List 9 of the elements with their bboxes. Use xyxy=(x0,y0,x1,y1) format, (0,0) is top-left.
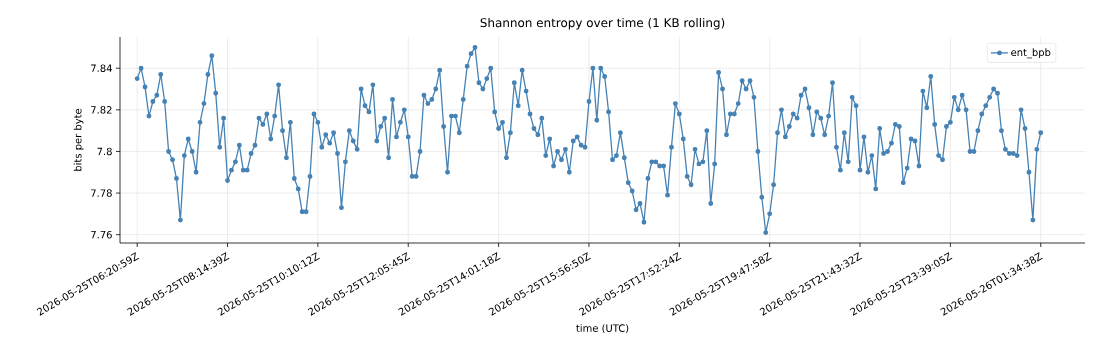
x-axis-title: time (UTC) xyxy=(576,324,629,334)
legend-label: ent_bpb xyxy=(1011,48,1051,59)
y-tick-label: 7.78 xyxy=(91,189,112,197)
y-tick-label: 7.76 xyxy=(91,230,112,239)
y-tick-label: 7.84 xyxy=(91,64,112,72)
chart-title: Shannon entropy over time (1 KB rolling) xyxy=(480,17,725,30)
y-tick-label: 7.8 xyxy=(97,147,112,156)
y-tick-label: 7.82 xyxy=(91,106,112,114)
y-axis-title: bits per byte xyxy=(73,108,84,171)
